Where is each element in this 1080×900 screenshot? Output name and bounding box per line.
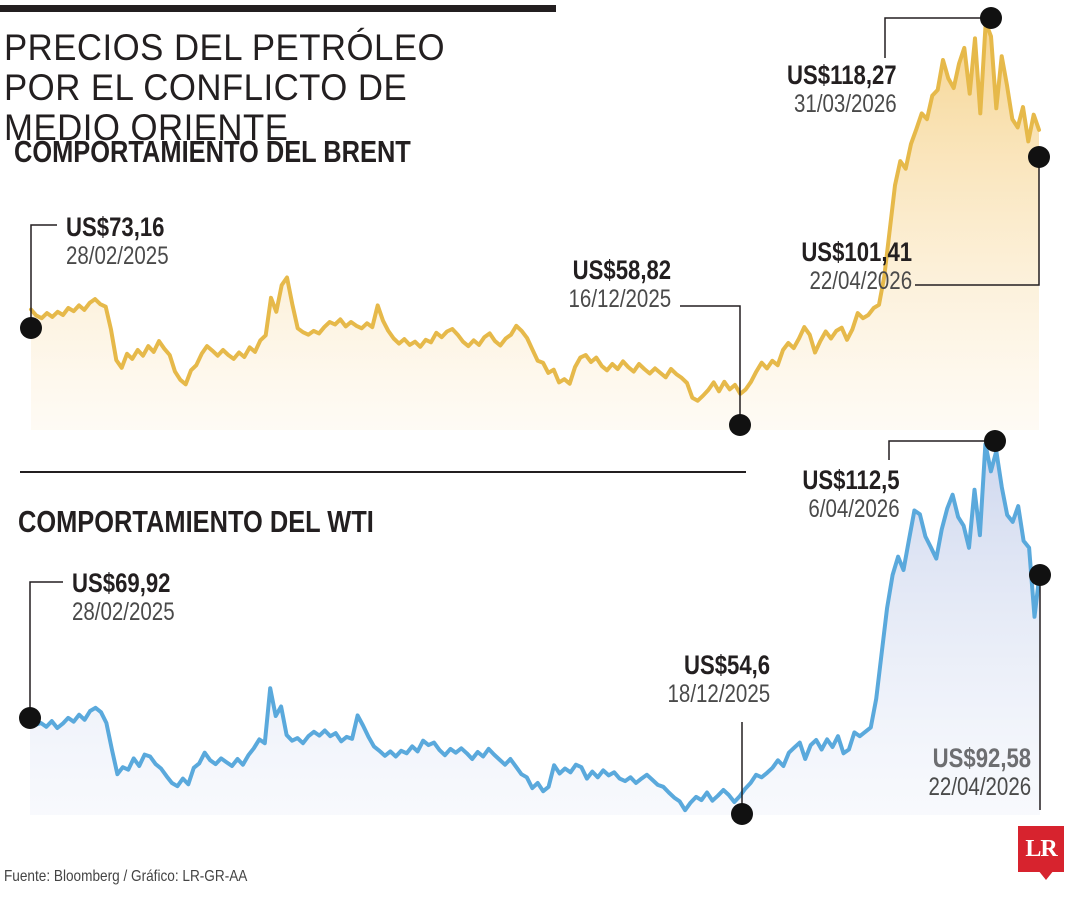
wti-end-point [1029, 564, 1051, 586]
brent-chart-title: COMPORTAMIENTO DEL BRENT [14, 134, 411, 169]
wti-series-line [28, 442, 1042, 813]
brent-start-point [20, 317, 42, 339]
lr-logo: LR [1018, 826, 1064, 880]
brent-low-date: 16/12/2025 [568, 285, 671, 313]
source-note: Fuente: Bloomberg / Gráfico: LR-GR-AA [4, 868, 248, 885]
brent-start-date: 28/02/2025 [66, 242, 169, 270]
wti-peak-leader [888, 440, 995, 460]
brent-series-line [29, 20, 1041, 403]
brent-start-value: US$73,16 [66, 212, 165, 242]
wti-low-value: US$54,6 [683, 650, 770, 680]
lr-logo-tail [1038, 870, 1054, 880]
page-title: PRECIOS DEL PETRÓLEO POR EL CONFLICTO DE… [4, 27, 446, 148]
brent-peak-value: US$118,27 [787, 60, 897, 90]
wti-low-label: US$54,6 18/12/2025 [667, 650, 770, 708]
brent-end-value: US$101,41 [801, 237, 912, 267]
brent-low-leader [680, 305, 741, 425]
brent-peak-date: 31/03/2026 [794, 90, 897, 118]
brent-peak-leader [884, 17, 990, 58]
wti-start-date: 28/02/2025 [72, 598, 175, 626]
section-divider [20, 471, 746, 473]
brent-end-date: 22/04/2026 [809, 267, 912, 295]
wti-end-date: 22/04/2026 [928, 773, 1031, 801]
lr-logo-mark: LR [1018, 826, 1064, 872]
brent-low-point [729, 414, 751, 436]
wti-start-point [19, 707, 41, 729]
wti-peak-value: US$112,5 [802, 465, 900, 495]
wti-start-value: US$69,92 [72, 568, 171, 598]
brent-low-value: US$58,82 [572, 255, 671, 285]
brent-chart [20, 7, 1050, 436]
brent-end-label: US$101,41 22/04/2026 [801, 237, 912, 295]
wti-start-label: US$69,92 28/02/2025 [72, 568, 175, 626]
wti-end-value: US$92,58 [932, 743, 1031, 773]
wti-start-leader [29, 581, 63, 718]
brent-low-label: US$58,82 16/12/2025 [568, 255, 671, 313]
brent-start-leader [30, 224, 57, 328]
wti-chart [19, 430, 1051, 825]
wti-end-label: US$92,58 22/04/2026 [928, 743, 1031, 801]
wti-peak-date: 6/04/2026 [808, 495, 900, 523]
brent-peak-label: US$118,27 31/03/2026 [787, 60, 897, 118]
wti-low-date: 18/12/2025 [667, 680, 770, 708]
brent-area [31, 22, 1039, 430]
wti-peak-point [984, 430, 1006, 452]
brent-end-leader [915, 157, 1040, 286]
brent-start-label: US$73,16 28/02/2025 [66, 212, 169, 270]
brent-end-point [1028, 146, 1050, 168]
wti-chart-title: COMPORTAMIENTO DEL WTI [18, 504, 374, 539]
wti-peak-label: US$112,5 6/04/2026 [803, 465, 900, 523]
wti-low-point [731, 803, 753, 825]
brent-peak-point [980, 7, 1002, 29]
top-rule [0, 5, 556, 12]
